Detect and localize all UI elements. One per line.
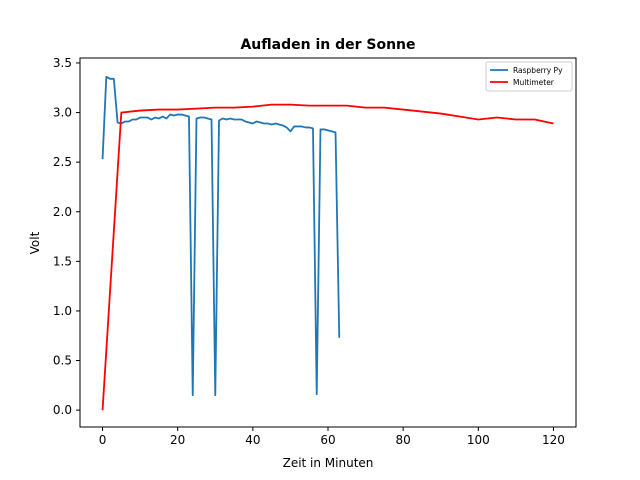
series-line-raspberry-py [101,75,341,397]
y-tick-label: 3.5 [53,56,72,70]
legend: Raspberry Py Multimeter [485,61,573,92]
y-tick-label: 1.5 [53,254,72,268]
x-axis: 0 20 40 60 80 100 120 [99,427,565,447]
y-axis-label: Volt [28,231,42,254]
x-tick-label: 0 [99,433,107,447]
x-tick-label: 100 [467,433,490,447]
x-axis-label: Zeit in Minuten [283,456,374,470]
y-tick-label: 2.5 [53,155,72,169]
y-tick-label: 3.0 [53,106,72,120]
series-line-multimeter [101,103,554,411]
legend-label-multimeter: Multimeter [513,78,555,87]
legend-label-raspberry-py: Raspberry Py [513,66,563,75]
y-tick-label: 1.0 [53,304,72,318]
x-tick-label: 20 [170,433,185,447]
chart-title: Aufladen in der Sonne [240,37,415,53]
plot-frame [79,57,577,428]
y-tick-label: 0.0 [53,403,72,417]
x-tick-label: 120 [542,433,565,447]
x-tick-label: 60 [320,433,335,447]
x-tick-label: 80 [396,433,411,447]
y-tick-label: 2.0 [53,205,72,219]
y-axis: 0.0 0.5 1.0 1.5 2.0 2.5 3.0 3.5 [53,56,80,417]
y-tick-label: 0.5 [53,354,72,368]
x-tick-label: 40 [245,433,260,447]
plot-series [101,75,554,411]
